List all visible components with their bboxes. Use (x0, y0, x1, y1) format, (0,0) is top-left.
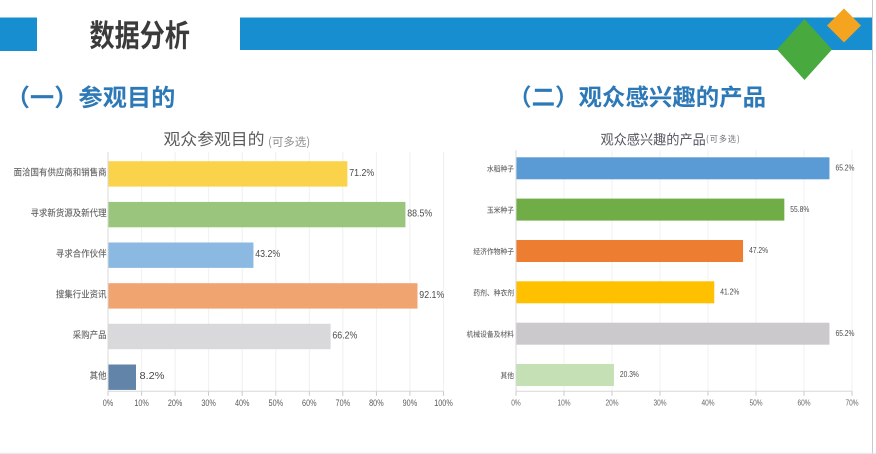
svg-text:71.2%: 71.2% (349, 168, 374, 179)
svg-text:88.5%: 88.5% (407, 209, 432, 220)
svg-text:55.8%: 55.8% (790, 204, 809, 214)
svg-text:65.2%: 65.2% (836, 328, 855, 338)
svg-text:43.2%: 43.2% (255, 249, 280, 260)
svg-text:50%: 50% (749, 398, 763, 408)
svg-text:40%: 40% (701, 398, 715, 408)
svg-text:100%: 100% (434, 398, 453, 408)
svg-text:10%: 10% (557, 398, 571, 408)
svg-text:90%: 90% (403, 398, 418, 408)
svg-text:30%: 30% (201, 398, 216, 408)
svg-text:92.1%: 92.1% (419, 290, 444, 301)
svg-text:60%: 60% (797, 398, 811, 408)
svg-text:40%: 40% (235, 398, 250, 408)
svg-text:0%: 0% (511, 398, 521, 408)
svg-text:47.2%: 47.2% (749, 245, 768, 255)
svg-text:20.3%: 20.3% (620, 369, 639, 379)
svg-text:8.2%: 8.2% (140, 371, 165, 382)
svg-text:10%: 10% (134, 398, 149, 408)
svg-text:70%: 70% (336, 398, 351, 408)
svg-text:41.2%: 41.2% (720, 287, 739, 297)
svg-text:20%: 20% (168, 398, 183, 408)
svg-text:60%: 60% (302, 398, 317, 408)
svg-text:66.2%: 66.2% (332, 330, 357, 341)
svg-text:0%: 0% (103, 398, 114, 408)
svg-text:70%: 70% (845, 398, 859, 408)
svg-text:65.2%: 65.2% (836, 163, 855, 173)
svg-text:50%: 50% (269, 398, 284, 408)
svg-text:20%: 20% (605, 398, 619, 408)
svg-text:80%: 80% (369, 398, 384, 408)
svg-text:30%: 30% (653, 398, 667, 408)
